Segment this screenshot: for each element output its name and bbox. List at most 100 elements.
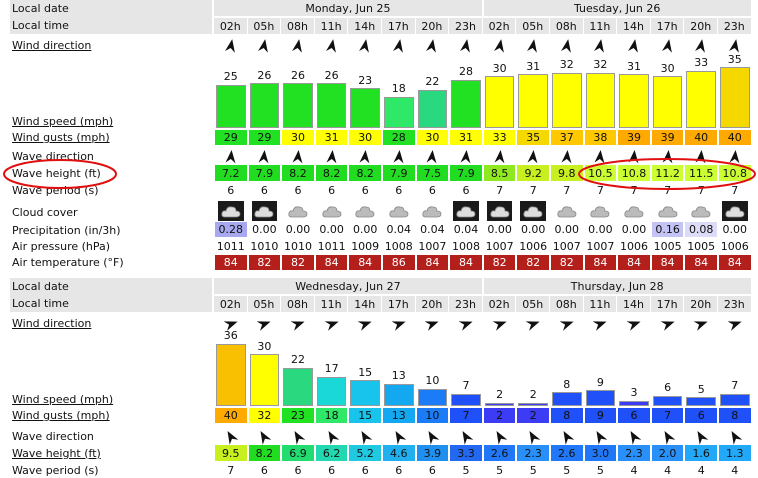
gust-cell: 39 (651, 130, 684, 145)
wind-bar (484, 76, 515, 128)
direction-arrow (684, 315, 718, 333)
wave-height-cell: 10.5 (584, 165, 617, 181)
direction-arrow (651, 315, 685, 333)
header-label: Local time (10, 17, 212, 34)
wave-period-cell: 7 (664, 183, 672, 197)
precip-cell: 0.00 (252, 223, 277, 236)
direction-arrow (248, 428, 282, 446)
direction-arrow (214, 37, 248, 55)
gust-cell: 31 (450, 130, 482, 145)
hour-cell: 14h (348, 18, 381, 34)
gust-cell: 6 (618, 408, 650, 423)
precip-cell: 0.00 (285, 223, 311, 236)
direction-arrow (449, 37, 483, 55)
bar-label: 30 (492, 61, 507, 75)
header-label: Local time (10, 295, 212, 312)
pressure-cell: 1006 (619, 239, 648, 253)
wave-height-cell: 11.2 (651, 165, 684, 181)
hour-cell: 11h (583, 18, 617, 34)
wave-period-cell: 6 (428, 463, 436, 477)
wave-period-cell: 7 (596, 183, 604, 197)
cloud-icon (420, 201, 446, 221)
header-label: Local date (10, 0, 212, 17)
direction-arrow (214, 148, 248, 166)
day-header: Monday, Jun 25 (214, 0, 482, 16)
hour-cell: 11h (314, 296, 348, 312)
wave-height-cell: 3.9 (416, 445, 449, 461)
direction-arrow (214, 315, 248, 333)
gust-cell: 30 (349, 130, 381, 145)
bar-label: 13 (391, 369, 406, 382)
wave-period-cell: 7 (529, 183, 537, 197)
hour-cell: 17h (650, 18, 684, 34)
cloud-icon (722, 201, 748, 221)
bar-label: 26 (257, 68, 272, 82)
gust-cell: 31 (315, 130, 348, 145)
wave-period-cell: 6 (294, 463, 302, 477)
hour-cell: 17h (382, 296, 415, 312)
wind-bar (316, 376, 347, 406)
gust-cell: 13 (383, 408, 415, 423)
gust-cell: 7 (651, 408, 684, 423)
hour-cell: 20h (415, 296, 449, 312)
precip-cell: 0.00 (352, 223, 378, 236)
temp-cell: 84 (416, 255, 449, 270)
direction-arrow (550, 37, 584, 55)
gust-cell: 38 (584, 130, 617, 145)
gust-cell: 15 (349, 408, 381, 423)
wave-period-cell: 4 (697, 463, 705, 477)
bar-label: 25 (223, 70, 238, 84)
gust-cell: 18 (315, 408, 348, 423)
pressure-cell: 1010 (250, 239, 279, 253)
direction-arrow (617, 428, 651, 446)
direction-arrow (281, 148, 315, 166)
bar-label: 10 (425, 374, 440, 388)
wave-period-cell: 7 (630, 183, 638, 197)
bar-label: 17 (324, 362, 339, 376)
bar-label: 36 (223, 329, 238, 343)
wave-height-cell: 9.2 (517, 165, 549, 181)
direction-arrow (416, 428, 450, 446)
direction-arrow (584, 148, 618, 166)
direction-arrow (718, 148, 752, 166)
cloud-icon (251, 201, 278, 221)
precip-cell: 0.00 (722, 223, 748, 236)
bar-label: 2 (529, 388, 537, 402)
temp-cell: 84 (349, 255, 381, 270)
cloud-icon (588, 201, 614, 221)
direction-arrow (516, 315, 550, 333)
wind-bar (216, 84, 246, 128)
hour-cell: 23h (449, 18, 482, 34)
wave-period-cell: 6 (361, 183, 369, 197)
gust-cell: 29 (248, 130, 281, 145)
wind-bar (350, 380, 380, 406)
cloud-icon (285, 201, 311, 221)
precip-cell: 0.08 (685, 222, 717, 237)
wave-height-cell: 1.6 (685, 445, 717, 461)
gust-cell: 23 (282, 408, 314, 423)
wave-period-cell: 6 (328, 183, 336, 197)
bar-label: 30 (660, 61, 675, 75)
direction-arrow (348, 315, 382, 333)
wave-period-cell: 6 (395, 463, 403, 477)
direction-arrow (416, 37, 450, 55)
pressure-cell: 1005 (653, 239, 682, 253)
direction-arrow (550, 428, 584, 446)
wind-bar (686, 397, 716, 406)
hour-cell: 14h (617, 296, 650, 312)
gust-cell: 8 (719, 408, 751, 423)
gust-cell: 30 (282, 130, 314, 145)
direction-arrow (684, 37, 718, 55)
direction-arrow (516, 428, 550, 446)
pressure-cell: 1007 (485, 239, 514, 253)
bar-label: 32 (593, 58, 608, 72)
temp-cell: 84 (584, 255, 617, 270)
gust-cell: 10 (416, 408, 449, 423)
wind-bar (552, 392, 582, 406)
hour-cell: 20h (684, 296, 717, 312)
wind-bar (585, 390, 616, 406)
bar-label: 8 (563, 377, 571, 391)
hour-cell: 14h (348, 296, 381, 312)
gust-cell: 33 (483, 130, 516, 145)
wave-height-cell: 7.9 (450, 165, 482, 181)
